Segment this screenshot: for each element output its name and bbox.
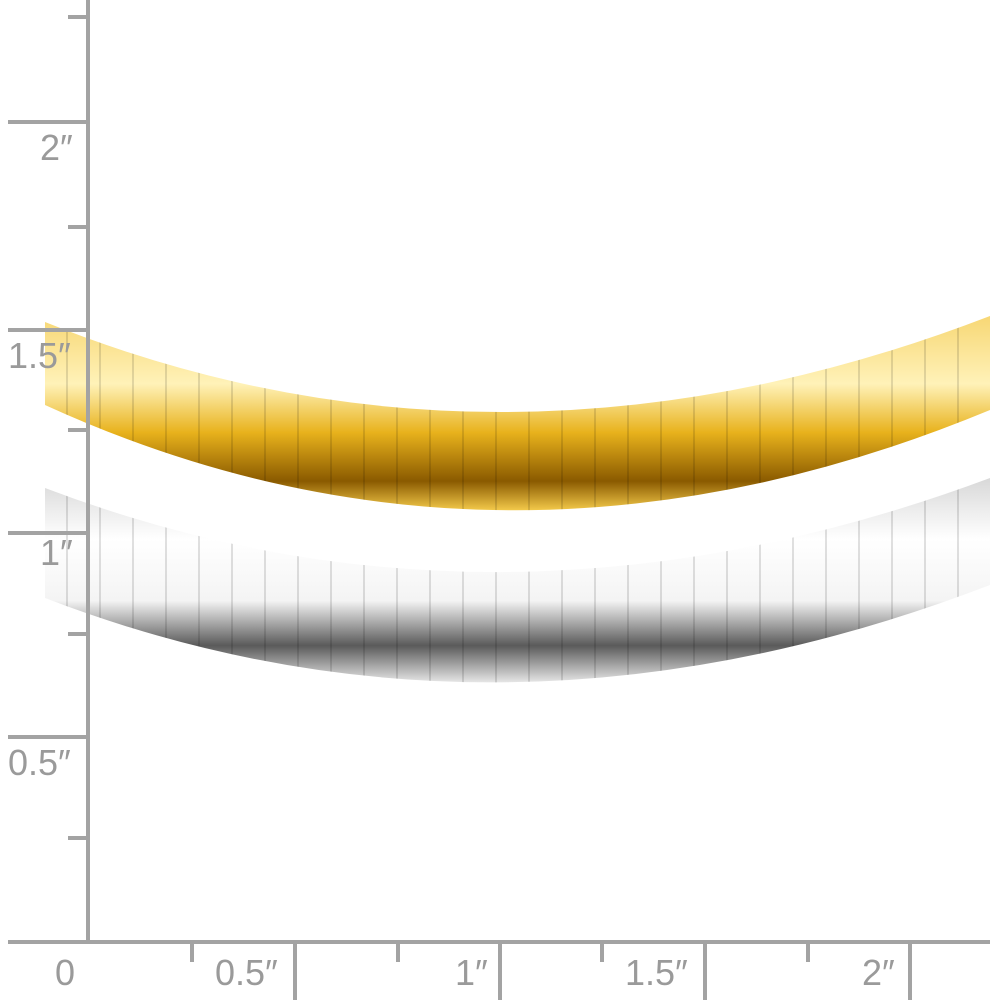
ruler-label: 0.5″: [215, 952, 278, 993]
ruler-label: 1.5″: [625, 952, 688, 993]
ruler: 2″ 1.5″ 1″ 0.5″ 0 0.5″ 1″ 1.5″ 2″: [8, 0, 990, 1000]
ruler-label: 1.5″: [8, 335, 71, 376]
ruler-label: 1″: [455, 952, 488, 993]
ruler-label: 2″: [40, 127, 73, 168]
gold-necklace: [45, 316, 990, 511]
silver-necklace: [45, 478, 990, 683]
ruler-label: 2″: [862, 952, 895, 993]
ruler-label: 0.5″: [8, 742, 71, 783]
ruler-label: 1″: [40, 532, 73, 573]
ruler-label: 0: [55, 952, 75, 993]
